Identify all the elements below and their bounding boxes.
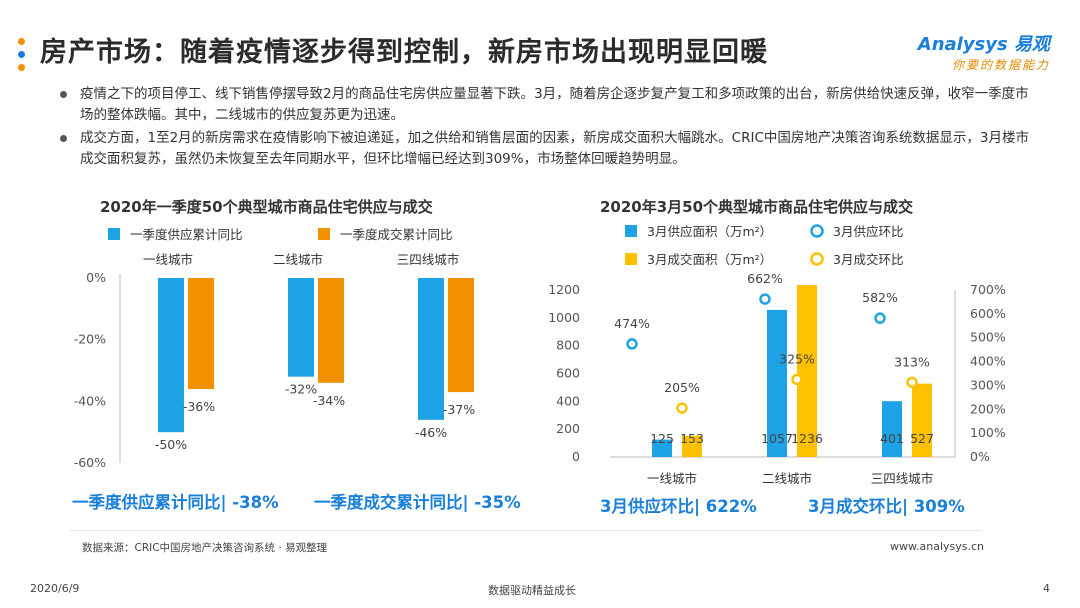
y-tick-label-left: 1200 (548, 282, 580, 297)
data-label: 527 (910, 431, 934, 446)
data-label: 1057 (761, 431, 793, 446)
footer-slogan: 数据驱动精益成长 (488, 584, 576, 597)
data-label: -36% (183, 399, 215, 414)
legend-label: 3月成交环比 (833, 252, 903, 267)
bar (288, 278, 314, 377)
y-tick-label-right: 700% (970, 282, 1006, 297)
scatter-point (791, 373, 803, 386)
summary-supply-yoy: 一季度供应累计同比| -38% (72, 493, 279, 512)
scatter-point (626, 338, 638, 350)
legend-label: 3月供应环比 (833, 224, 903, 239)
scatter-point (906, 376, 918, 389)
data-label: 662% (747, 271, 783, 286)
summary-supply-mom: 3月供应环比| 622% (600, 497, 757, 516)
scatter-point (874, 312, 886, 324)
data-label: 582% (862, 290, 898, 305)
legend-label: 3月供应面积（万m²） (647, 224, 772, 239)
y-tick-label-right: 300% (970, 377, 1006, 392)
data-label: 325% (779, 351, 815, 366)
scatter-point (759, 293, 771, 305)
bar (682, 435, 702, 457)
title-dots (18, 38, 28, 77)
bar (882, 401, 902, 457)
data-label: -34% (313, 393, 345, 408)
legend-swatch (625, 225, 637, 237)
y-tick-label: -60% (74, 455, 106, 470)
legend-label: 一季度供应累计同比 (130, 227, 243, 242)
data-label: 1236 (791, 431, 823, 446)
y-tick-label-left: 400 (556, 393, 580, 408)
y-tick-label: -40% (74, 393, 106, 408)
data-source: 数据来源：CRIC中国房地产决策咨询系统 · 易观整理 (82, 542, 328, 554)
dot-1 (18, 38, 25, 45)
bar (767, 309, 787, 457)
category-label: 二线城市 (273, 252, 323, 267)
chart-title: 2020年3月50个典型城市商品住宅供应与成交 (600, 198, 913, 216)
data-label: -50% (155, 437, 187, 452)
y-tick-label-left: 1000 (548, 310, 580, 325)
bar (912, 383, 932, 457)
y-tick-label-right: 200% (970, 401, 1006, 416)
bar (158, 278, 184, 433)
data-label: -46% (415, 425, 447, 440)
legend-label: 3月成交面积（万m²） (647, 252, 772, 267)
data-label: 401 (880, 431, 904, 446)
bar (318, 278, 344, 383)
bullet-list: 疫情之下的项目停工、线下销售停摆导致2月的商品住宅房供应量显著下跌。3月，随着房… (60, 84, 1030, 172)
scatter-point (676, 402, 688, 414)
legend-marker (810, 224, 824, 238)
y-tick-label-right: 400% (970, 354, 1006, 369)
page-number: 4 (1043, 582, 1050, 595)
data-label: 313% (894, 354, 930, 369)
summary-deal-yoy: 一季度成交累计同比| -35% (314, 493, 521, 512)
dot-2 (18, 51, 25, 58)
data-label: 474% (614, 316, 650, 331)
y-tick-label-right: 100% (970, 425, 1006, 440)
y-tick-label-left: 200 (556, 421, 580, 436)
legend-swatch (318, 228, 330, 240)
y-tick-label-left: 800 (556, 338, 580, 353)
website-link[interactable]: www.analysys.cn (890, 540, 984, 553)
logo-brand: Analysys 易观 (917, 34, 1050, 55)
data-label: 125 (650, 431, 674, 446)
y-tick-label-left: 0 (572, 449, 580, 464)
legend-marker (810, 252, 824, 266)
category-label: 一线城市 (143, 252, 193, 267)
bar (188, 278, 214, 389)
legend-label: 一季度成交累计同比 (340, 227, 453, 242)
chart-title: 2020年一季度50个典型城市商品住宅供应与成交 (100, 198, 433, 216)
dot-3 (18, 64, 25, 71)
bar (797, 284, 817, 457)
y-tick-label-right: 600% (970, 306, 1006, 321)
y-tick-label-right: 500% (970, 330, 1006, 345)
chart-march-supply-deal: 2020年3月50个典型城市商品住宅供应与成交 3月供应面积（万m²） 3月成交面积… (548, 198, 1006, 486)
y-tick-label-right: 0% (970, 449, 990, 464)
y-tick-label-left: 600 (556, 366, 580, 381)
data-label: -37% (443, 402, 475, 417)
legend-swatch (625, 253, 637, 265)
bullet-item: 疫情之下的项目停工、线下销售停摆导致2月的商品住宅房供应量显著下跌。3月，随着房… (60, 84, 1030, 126)
logo-slogan: 你要的数据能力 (951, 58, 1050, 72)
bar (448, 278, 474, 393)
category-label: 一线城市 (647, 471, 697, 486)
footer-date: 2020/6/9 (30, 582, 80, 595)
analysys-logo: Analysys 易观 你要的数据能力 (918, 30, 1050, 73)
data-label: -32% (285, 382, 317, 397)
summary-deal-mom: 3月成交环比| 309% (808, 497, 965, 516)
bar (652, 439, 672, 457)
bullet-item: 成交方面，1至2月的新房需求在疫情影响下被迫递延，加之供给和销售层面的因素，新房… (60, 128, 1030, 170)
data-label: 153 (680, 431, 704, 446)
legend-swatch (108, 228, 120, 240)
category-label: 二线城市 (762, 471, 812, 486)
footer-divider (70, 530, 982, 531)
category-label: 三四线城市 (871, 471, 934, 486)
data-label: 205% (664, 380, 700, 395)
bar (418, 278, 444, 420)
page-title: 房产市场：随着疫情逐步得到控制，新房市场出现明显回暖 (40, 37, 768, 68)
y-tick-label: 0% (86, 270, 106, 285)
category-label: 三四线城市 (397, 252, 460, 267)
y-tick-label: -20% (74, 332, 106, 347)
